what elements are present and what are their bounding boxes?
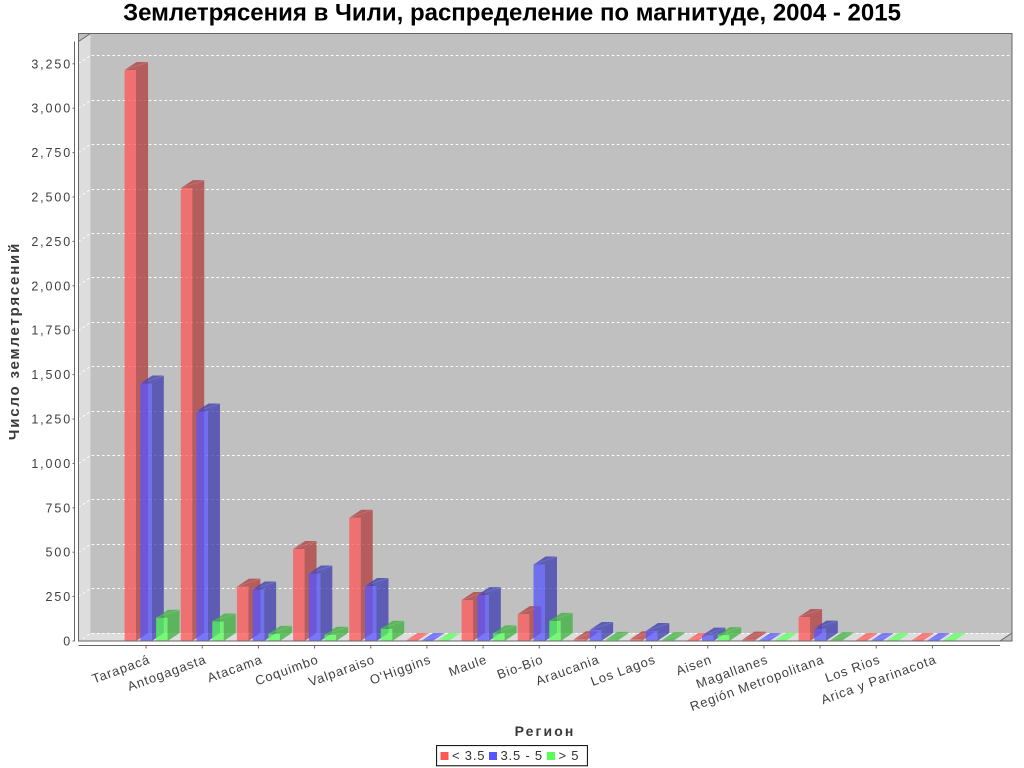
svg-text:1,750: 1,750 (31, 324, 72, 338)
svg-text:> 5: > 5 (559, 748, 580, 763)
svg-text:1,000: 1,000 (31, 457, 72, 471)
svg-text:1,250: 1,250 (31, 413, 72, 427)
svg-text:2,500: 2,500 (31, 191, 72, 205)
svg-text:2,250: 2,250 (31, 235, 72, 249)
svg-text:250: 250 (46, 590, 73, 604)
svg-text:3.5 - 5: 3.5 - 5 (501, 748, 543, 763)
svg-text:500: 500 (46, 546, 73, 560)
svg-text:Регион: Регион (515, 723, 576, 739)
svg-text:Число землетрясений: Число землетрясений (6, 242, 23, 440)
svg-text:750: 750 (46, 501, 73, 515)
svg-text:2,750: 2,750 (31, 146, 72, 160)
svg-text:1,500: 1,500 (31, 368, 72, 382)
svg-text:Землетрясения в Чили, распреде: Землетрясения в Чили, распределение по м… (123, 0, 901, 27)
svg-text:3,250: 3,250 (31, 57, 72, 71)
svg-text:0: 0 (63, 635, 72, 649)
svg-text:3,000: 3,000 (31, 102, 72, 116)
svg-text:< 3.5: < 3.5 (452, 748, 485, 763)
svg-text:2,000: 2,000 (31, 279, 72, 293)
